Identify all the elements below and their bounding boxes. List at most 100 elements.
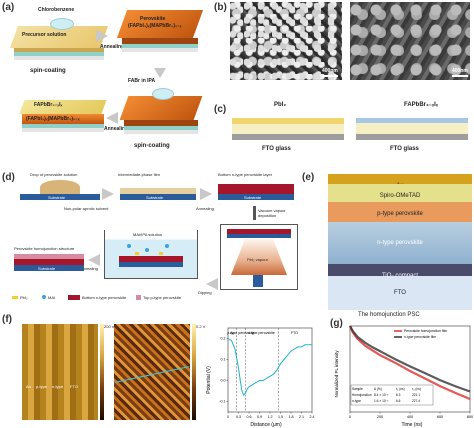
intermediate-film (120, 188, 196, 194)
afm-label-au: Au (26, 384, 31, 389)
legend-pbi2: PbI₂ (20, 295, 28, 300)
chart-f-ylabel: Potential (V) (206, 366, 212, 394)
chart-g-ylabel: Normalized PL intensity (334, 350, 339, 398)
vacuum-label: Vacuum vapour deposition (258, 208, 286, 218)
scale-label-1: 400nm (322, 68, 338, 74)
homo-label: Perovskite homojunction structure (14, 246, 75, 251)
perovskite-formula: (FAPbI₃)ₓ(MAPbBr₃)₁₋ₓ (128, 23, 182, 29)
table-header-cell: τ₂ (ns) (412, 387, 421, 391)
sem-image-left (230, 2, 342, 80)
fto-glass-label-2: FTO glass (390, 146, 419, 152)
precursor-label: Precursor solution (22, 32, 67, 38)
panel-b-label: (b) (214, 2, 227, 13)
legend-mai-swatch (42, 295, 46, 299)
arrow-right-icon (200, 188, 212, 200)
dipping-label: Dipping (198, 290, 212, 295)
film-left (232, 118, 344, 140)
fapbbr-label-c: FAPbBr₃₋ₓIₓ (404, 102, 439, 108)
potential-chart: Potential (V) Distance (μm) Aup-type per… (206, 327, 315, 428)
x-tick-label: 1.2 (268, 415, 273, 419)
dipping-beaker: MAI/IPA solution (104, 230, 198, 279)
panel-f-label: (f) (2, 314, 12, 325)
layer-fto-label: FTO (394, 290, 406, 296)
legend-label: n-type perovskite film (404, 335, 436, 339)
table-header-cell: τ₁ (ns) (396, 387, 405, 391)
layer-tio2: TiO₂ compact (328, 264, 472, 279)
arrow-down-icon (154, 68, 166, 78)
table-header-cell: Sample (352, 387, 363, 391)
substrate-label-2: Substrate (146, 195, 164, 200)
substrate-2 (120, 194, 196, 200)
x-tick-label: 0 (349, 415, 351, 419)
pbi2-vapour-label: PbI₂ vapour (247, 257, 268, 262)
layer-spiro-label: Spiro-OMeTAD (379, 193, 421, 199)
panel-e: (e) Au Spiro-OMeTAD p-type perovskite n-… (300, 168, 474, 310)
film-right (356, 118, 468, 140)
panel-d-label: (d) (2, 172, 15, 183)
x-tick-label: 0.3 (236, 415, 241, 419)
homo-top (14, 254, 84, 259)
afm-kpfm (114, 324, 190, 420)
droplet (40, 180, 80, 194)
legend-pbi2-swatch (12, 296, 18, 299)
panel-c-label: (c) (214, 104, 227, 115)
panel-a: (a) Chlorobenzene Precursor solution spi… (0, 0, 204, 160)
x-tick-label: 400 (407, 415, 413, 419)
series-line (349, 325, 471, 393)
arrow-right-icon (102, 188, 114, 200)
x-tick-label: 200 (377, 415, 383, 419)
panel-g-label: (g) (330, 318, 343, 329)
annealing-label-1: Annealing (100, 44, 125, 50)
bottom-layer-label: Bottom n-type perovskite layer (218, 172, 273, 177)
perovskite-label: Perovskite (140, 16, 166, 22)
layer-p-type: p-type perovskite (328, 202, 472, 222)
panel-g: (g) The homojunction PSC Normalized PL i… (328, 312, 474, 428)
pbi2-label: PbI₂ (274, 102, 286, 108)
chlorobenzene-label: Chlorobenzene (38, 7, 75, 13)
device-spin2 (119, 88, 203, 140)
arrow-left-icon (206, 278, 218, 290)
table-cell: Homojunction (352, 393, 372, 397)
chart-f-frame (227, 327, 313, 413)
legend-label: Perovskite homojunction film (404, 329, 447, 333)
annealing-label-d1: Annealing (196, 206, 214, 211)
colorbar-2-label: 0.2 V (196, 324, 206, 329)
x-tick-label: 2.4 (310, 415, 315, 419)
table-cell: 6.6 (396, 399, 401, 403)
afm-topography (22, 324, 98, 420)
table-header-cell: A (%) (374, 387, 382, 391)
substrate-label-1: Substrate (48, 195, 66, 200)
drop-label: Drop of perovskite solution (30, 172, 78, 177)
x-tick-label: 1.5 (278, 415, 283, 419)
colorbar-2 (192, 324, 196, 420)
maipa-label: MAI/IPA solution (133, 232, 163, 237)
fabr-label: FABr in IPA (128, 78, 156, 84)
panel-c: (c) PbI₂ FAPbBr₃₋ₓIₓ FTO glass FTO glass (200, 86, 474, 162)
y-tick-label: 0.2 (221, 337, 226, 341)
panel-a-label: (a) (2, 2, 15, 13)
chart-g-title: The homojunction PSC (358, 312, 420, 318)
x-tick-label: 1.8 (289, 415, 294, 419)
layer-p-type-label: p-type perovskite (377, 211, 423, 217)
scale-bar-2 (452, 75, 468, 77)
region-label: n-type perovskite (248, 331, 275, 335)
series-line (348, 325, 471, 401)
y-tick-label: 0.0 (221, 379, 226, 383)
spin-coating-label-2: spin-coating (134, 143, 170, 149)
x-tick-label: 2.1 (299, 415, 304, 419)
substrate-label-3: Substrate (244, 195, 262, 200)
table-cell: 227.4 (412, 399, 420, 403)
table-cell: 8.4 × 10⁻³ (374, 393, 388, 397)
panel-e-label: (e) (302, 172, 315, 183)
potential-line (227, 338, 312, 397)
afm-label-p: p-type (36, 384, 48, 389)
bottom-layer (218, 184, 294, 194)
device-fapbbr (19, 100, 107, 150)
table-cell: 6.3 (396, 393, 401, 397)
nonpolar-label: Non-polar aprotic solvent (64, 206, 109, 211)
device-perovskite (116, 10, 204, 60)
layer-spiro: Spiro-OMeTAD (328, 184, 472, 202)
x-tick-label: 0.9 (257, 415, 262, 419)
vacuum-chamber: PbI₂ vapour (220, 224, 298, 290)
afm-label-n: n-type (52, 384, 64, 389)
